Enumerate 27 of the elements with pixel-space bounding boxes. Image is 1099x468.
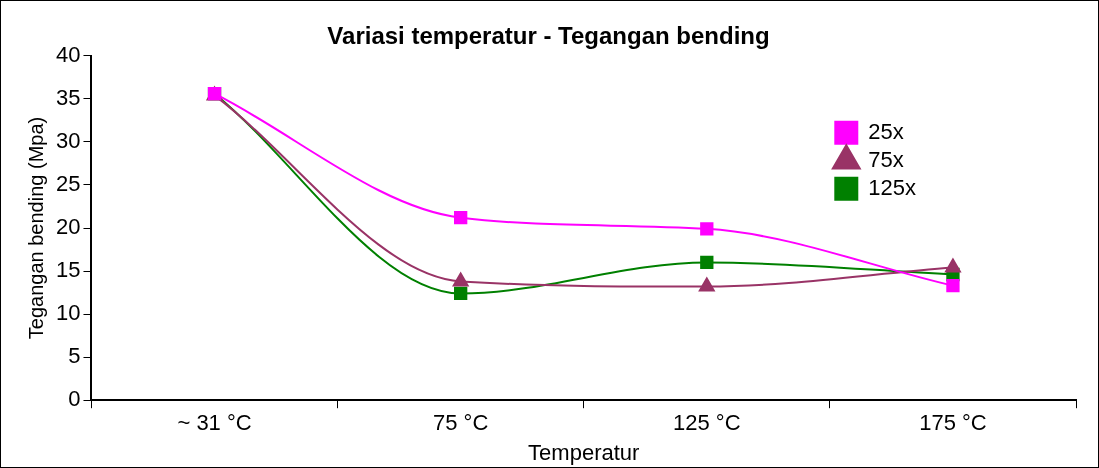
x-tick-label: 175 °C (919, 410, 987, 436)
y-tick-label: 5 (68, 343, 81, 369)
point (700, 222, 714, 236)
point (700, 255, 714, 270)
point (454, 211, 468, 225)
y-tick-label: 0 (68, 386, 81, 412)
y-axis-title: Tegangan bending (Mpa) (24, 116, 47, 340)
y-tick-label: 30 (55, 127, 81, 153)
y-tick-label: 10 (55, 300, 81, 326)
y-tick-label: 40 (55, 41, 81, 67)
legend-label: 75x (868, 146, 904, 172)
point (945, 258, 961, 273)
point (454, 286, 468, 301)
chart-title: Variasi temperatur - Tegangan bending (327, 22, 770, 50)
x-tick-label: ~ 31 °C (177, 410, 252, 436)
x-tick-label: 125 °C (673, 410, 741, 436)
legend-label: 25x (868, 118, 904, 144)
x-tick-label: 75 °C (433, 410, 489, 436)
y-tick-label: 25 (55, 171, 81, 197)
legend-label: 125x (868, 174, 917, 200)
y-tick-label: 15 (55, 257, 81, 283)
x-axis-title: Temperatur (528, 439, 640, 465)
point (452, 272, 469, 287)
point (698, 277, 715, 292)
y-tick-label: 35 (55, 84, 81, 110)
y-tick-label: 20 (55, 214, 81, 240)
point (946, 279, 960, 293)
